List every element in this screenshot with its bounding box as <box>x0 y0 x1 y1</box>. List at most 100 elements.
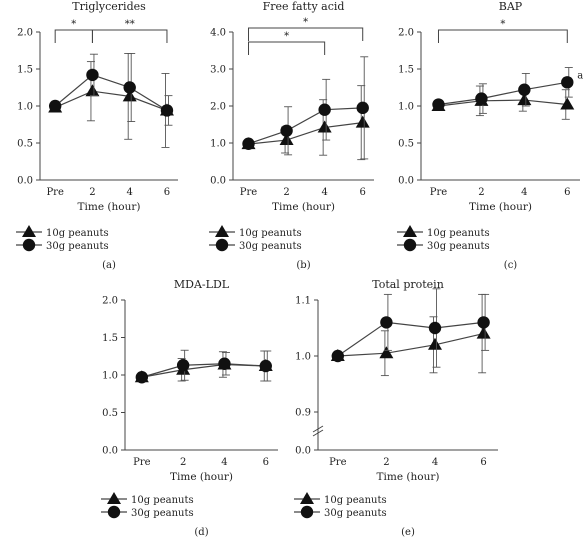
circle-marker <box>176 359 190 372</box>
y-tick-label: 1.0 <box>102 371 118 382</box>
legend-label: 10g peanuts <box>239 228 302 239</box>
y-tick-label: 0.0 <box>102 446 118 457</box>
series-line <box>438 81 568 106</box>
y-tick-label: 1.0 <box>398 102 414 113</box>
circle-marker <box>428 321 442 335</box>
y-tick-label: 1.0 <box>17 102 33 113</box>
significance-bracket <box>248 27 364 41</box>
y-tick-label: 1.0 <box>295 352 311 363</box>
y-tick-label: 1.5 <box>102 333 118 344</box>
legend-label: 10g peanuts <box>131 495 194 506</box>
legend-label: 30g peanuts <box>239 241 302 252</box>
chart-title: MDA-LDL <box>174 278 230 291</box>
triangle-marker <box>560 97 575 110</box>
panel-label: (b) <box>296 260 310 271</box>
x-tick-label: 2 <box>478 187 484 198</box>
x-tick-label: Pre <box>46 187 64 198</box>
series-line <box>337 321 484 357</box>
chart-title: Free fatty acid <box>263 0 345 13</box>
circle-marker <box>475 92 488 105</box>
x-axis-label: Time (hour) <box>272 201 335 213</box>
panel-3: 0.0 0.5 1.0 1.5 2.0 Pre 2 4 6 Time (hour) BAP (c) * a… <box>397 0 583 271</box>
triangle-marker <box>85 84 100 97</box>
series-line <box>141 363 266 378</box>
circle-marker <box>86 68 99 82</box>
panel-label: (c) <box>504 260 518 271</box>
x-tick-label: 4 <box>521 187 527 198</box>
x-tick-label: Pre <box>430 187 448 198</box>
panel-5: 0.0 0.9 1.0 1.1 Pre 2 4 6 Time (hour) Total prote… <box>294 278 498 538</box>
series-line <box>141 363 266 378</box>
legend-circle-marker <box>107 505 121 519</box>
x-tick-label: 4 <box>127 187 133 198</box>
circle-marker <box>123 81 136 94</box>
circle-marker <box>561 76 574 89</box>
circle-marker <box>218 357 231 370</box>
circle-marker <box>432 98 445 111</box>
x-tick-label: 4 <box>221 457 227 468</box>
legend-circle-marker <box>300 505 314 519</box>
axis-break-mark <box>312 425 324 433</box>
x-tick-label: 4 <box>432 457 438 468</box>
circle-marker <box>318 103 331 116</box>
legend-triangle-marker <box>22 225 36 237</box>
x-tick-label: 2 <box>89 187 95 198</box>
circle-marker <box>160 104 174 117</box>
x-tick-label: Pre <box>329 457 347 468</box>
significance-bracket <box>54 29 93 43</box>
x-tick-label: 2 <box>283 187 289 198</box>
legend-label: 30g peanuts <box>324 508 387 519</box>
x-axis-label: Time (hour) <box>170 471 233 483</box>
y-tick-label: 1.5 <box>398 65 414 76</box>
y-tick-label: 1.1 <box>295 296 311 307</box>
y-tick-label: 1.5 <box>17 65 33 76</box>
x-tick-label: 4 <box>321 187 327 198</box>
chart-title: Total protein <box>372 278 444 291</box>
chart-title: BAP <box>499 0 523 13</box>
significance-label: * <box>284 31 289 42</box>
circle-marker <box>477 316 490 329</box>
panel-2: 0.0 1.0 2.0 3.0 4.0 Pre 2 4 6 Time (hour) Free fat… <box>209 0 374 271</box>
panel-4: 0.0 0.5 1.0 1.5 2.0 Pre 2 4 6 Time (hour) MDA-LDL (… <box>101 278 278 538</box>
point-annotation: a <box>577 70 583 81</box>
panel-label: (a) <box>102 260 116 271</box>
triangle-marker <box>379 346 394 359</box>
significance-bracket <box>91 29 168 43</box>
panel-label: (d) <box>194 527 208 538</box>
series-line <box>337 333 484 357</box>
x-tick-label: 6 <box>564 187 570 198</box>
x-tick-label: 2 <box>383 457 389 468</box>
x-axis-label: Time (hour) <box>78 201 141 213</box>
legend-circle-marker <box>403 238 417 252</box>
legend-label: 10g peanuts <box>427 228 490 239</box>
circle-marker <box>331 349 344 363</box>
legend-label: 10g peanuts <box>46 228 109 239</box>
significance-label: ** <box>125 19 135 30</box>
significance-label: * <box>71 19 76 30</box>
series-line <box>248 107 363 145</box>
circle-marker <box>242 137 255 150</box>
legend-label: 30g peanuts <box>46 241 109 252</box>
circle-marker <box>48 99 62 113</box>
series-line <box>54 74 168 111</box>
y-tick-label: 0.5 <box>398 139 414 150</box>
significance-label: * <box>303 17 308 28</box>
axis-break-mark <box>312 429 324 437</box>
legend-triangle-marker <box>403 225 417 237</box>
circle-marker <box>518 83 531 96</box>
legend-triangle-marker <box>107 492 121 504</box>
significance-bracket <box>248 41 326 55</box>
y-tick-label: 0.5 <box>102 408 118 419</box>
chart-title: Triglycerides <box>72 0 146 13</box>
series-line <box>438 99 568 107</box>
series-line <box>54 90 168 112</box>
panel-label: (e) <box>401 527 415 538</box>
y-tick-label: 0.9 <box>295 408 311 419</box>
x-axis-label: Time (hour) <box>377 471 440 483</box>
circle-marker <box>280 124 293 137</box>
legend-label: 10g peanuts <box>324 495 387 506</box>
legend-triangle-marker <box>300 492 314 504</box>
x-tick-label: 6 <box>360 187 366 198</box>
triangle-marker <box>476 326 491 339</box>
